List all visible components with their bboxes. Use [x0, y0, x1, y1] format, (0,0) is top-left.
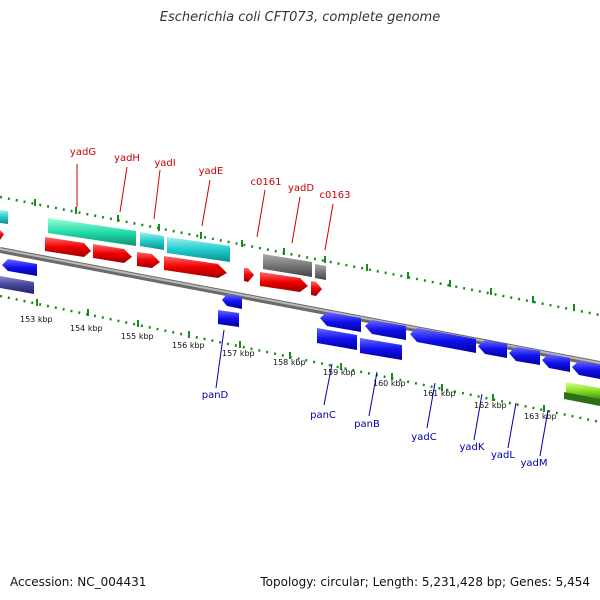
gene-arrow [365, 320, 406, 340]
gene-arrow [320, 312, 361, 332]
lower-ruler [0, 294, 600, 424]
gene-arrow [93, 244, 132, 263]
gene-arrow [244, 268, 254, 282]
ruler-label: 159 kbp [323, 368, 356, 377]
feature-block [140, 232, 164, 250]
ruler-label: 162 kbp [474, 401, 507, 410]
gene-block [0, 276, 34, 294]
gene-arrow [0, 230, 4, 240]
gene-arrow [410, 328, 476, 353]
reverse-gene-labels: panD panC panB yadC yadK yadL yadM [202, 390, 548, 469]
feature-block [48, 218, 136, 246]
upper-ruler [0, 195, 600, 317]
gene-block [360, 338, 402, 360]
gene-label-yadK: yadK [460, 442, 485, 453]
gene-label-panC: panC [310, 410, 336, 421]
reverse-leader-lines [215, 329, 549, 457]
green-gene [564, 382, 600, 406]
gene-block [315, 264, 326, 280]
gene-arrow [45, 237, 91, 257]
gene-block [263, 254, 312, 277]
gene-label-yadD: yadD [288, 183, 314, 194]
accession-text: Accession: NC_004431 [10, 575, 147, 589]
gene-block [218, 310, 239, 327]
forward-leader-lines [76, 164, 334, 251]
gene-label-c0163: c0163 [320, 190, 351, 201]
gene-label-yadL: yadL [491, 450, 515, 461]
gene-arrow [542, 354, 570, 372]
gene-block [564, 392, 600, 406]
map-title: Escherichia coli CFT073, complete genome [159, 10, 441, 25]
gene-label-yadG: yadG [70, 147, 96, 158]
gene-label-yadI: yadI [154, 158, 175, 169]
gene-label-yadH: yadH [114, 153, 140, 164]
grey-genes [263, 254, 326, 280]
ruler-label-group: 153 kbp 154 kbp 155 kbp 156 kbp 157 kbp … [20, 315, 557, 421]
forward-genes [0, 230, 322, 296]
feature-band-top [0, 210, 230, 262]
gene-arrow [478, 340, 507, 358]
gene-arrow [311, 281, 322, 296]
gene-arrow [137, 252, 160, 268]
feature-block [0, 210, 8, 224]
ruler-label: 163 kbp [524, 412, 557, 421]
gene-label-panD: panD [202, 390, 229, 401]
reverse-genes [0, 259, 600, 379]
genome-summary-text: Topology: circular; Length: 5,231,428 bp… [260, 575, 590, 589]
gene-arrow [572, 361, 600, 379]
gene-arrow [260, 272, 308, 292]
gene-label-yadC: yadC [411, 432, 436, 443]
gene-label-yadM: yadM [520, 458, 547, 469]
gene-arrow [164, 256, 227, 278]
ruler-label: 155 kbp [121, 332, 154, 341]
ruler-label: 153 kbp [20, 315, 53, 324]
ruler-label: 156 kbp [172, 341, 205, 350]
forward-gene-labels: yadG yadH yadI yadE c0161 yadD c0163 [70, 147, 351, 201]
ruler-label: 160 kbp [373, 379, 406, 388]
gene-arrow [222, 294, 242, 309]
gene-label-yadE: yadE [199, 166, 224, 177]
gene-block [317, 328, 357, 350]
feature-block [167, 237, 230, 262]
ruler-label: 161 kbp [423, 389, 456, 398]
gene-label-panB: panB [354, 419, 380, 430]
gene-label-c0161: c0161 [251, 177, 282, 188]
gene-arrow [2, 259, 37, 276]
ruler-label: 157 kbp [222, 349, 255, 358]
ruler-label: 154 kbp [70, 324, 103, 333]
ruler-label: 158 kbp [273, 358, 306, 367]
gene-arrow [509, 347, 540, 365]
